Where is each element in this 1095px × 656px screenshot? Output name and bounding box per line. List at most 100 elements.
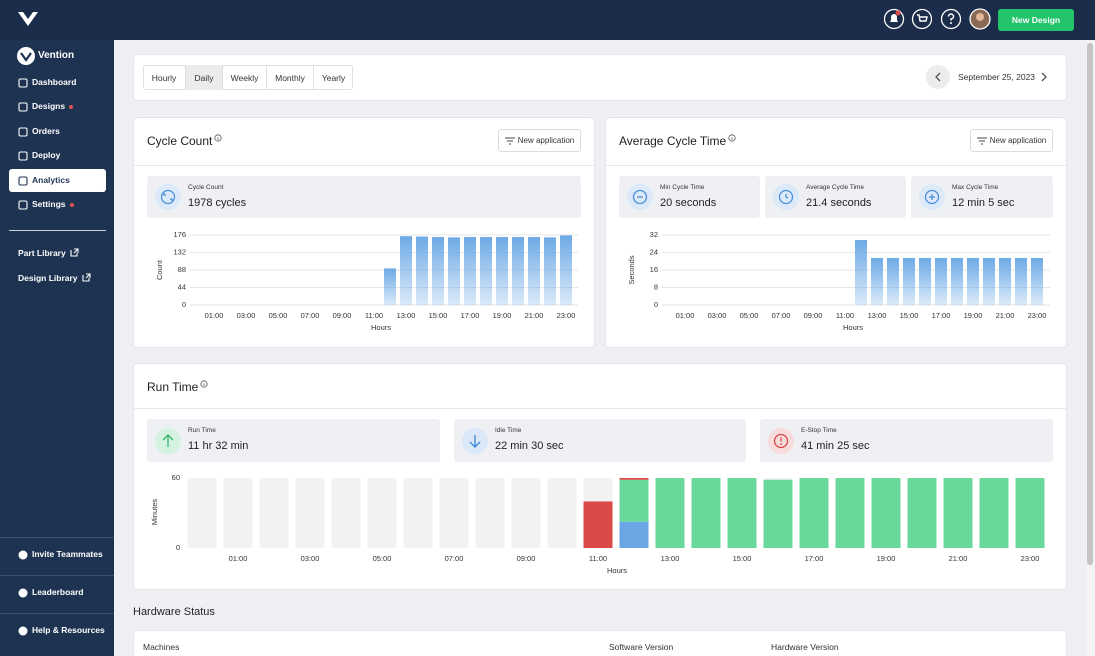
- nav-item[interactable]: Settings: [32, 199, 74, 209]
- button-label: New application: [517, 136, 575, 145]
- card-title-row: Average Cycle Time: [619, 134, 736, 148]
- card: [133, 117, 595, 348]
- footer-icon: [18, 588, 28, 598]
- stat-ring: [773, 433, 789, 448]
- info-icon: [200, 380, 208, 388]
- nav-icon: [18, 151, 28, 161]
- nav-active-bg: [9, 169, 106, 193]
- stat-label: E-Stop Time: [801, 427, 837, 434]
- logo: [18, 12, 38, 26]
- period-tab[interactable]: Weekly: [222, 65, 266, 90]
- arrow: [162, 433, 174, 447]
- brand-v: [20, 52, 32, 62]
- nav-item[interactable]: Orders: [32, 125, 60, 136]
- bang-dot: [780, 442, 782, 445]
- icon-ring: [940, 8, 962, 30]
- stat-icon: [627, 184, 653, 210]
- brand-icon: [17, 47, 35, 65]
- stat-icon: [155, 427, 181, 454]
- filter-icon: [504, 137, 515, 144]
- stat-box: [147, 419, 440, 462]
- stat-value: 41 min 25 sec: [801, 440, 870, 452]
- icon-ring: [883, 8, 905, 30]
- stat-icon: [768, 427, 794, 454]
- stat-box: [760, 419, 1053, 462]
- nav-icon-shape: [18, 78, 28, 88]
- stat-icon-bg: [155, 184, 181, 210]
- fi: [18, 550, 28, 560]
- info-ring: [728, 134, 736, 142]
- info-ring: [200, 380, 208, 388]
- cart: [917, 14, 928, 22]
- arrow: [469, 434, 481, 448]
- stat-ring: [778, 189, 794, 205]
- button-label: New application: [989, 136, 1047, 145]
- brand-circle: [17, 47, 35, 65]
- avatar-face: [976, 13, 984, 21]
- stat-box: [454, 419, 746, 462]
- stat-value: 22 min 30 sec: [495, 440, 564, 452]
- card-divider: [133, 165, 595, 166]
- nav-item[interactable]: Designs: [32, 101, 74, 111]
- stat-label: Average Cycle Time: [806, 184, 865, 191]
- sidebar-link[interactable]: Part Library: [18, 248, 79, 258]
- info-icon: [214, 134, 222, 142]
- stat-value: 20 seconds: [660, 197, 717, 209]
- footer-icon: [18, 626, 28, 636]
- nav-icon-shape: [18, 200, 28, 210]
- nav-icon-shape: [18, 127, 28, 137]
- nav-icon-shape: [18, 151, 28, 161]
- nav-item[interactable]: Analytics: [32, 174, 70, 185]
- stat-box: [147, 176, 581, 218]
- stat-icon: [462, 427, 488, 454]
- divider: [0, 613, 114, 614]
- new-design-button[interactable]: New Design: [998, 9, 1074, 31]
- filter-card: [133, 54, 1067, 101]
- hardware-card: [133, 630, 1067, 656]
- column-header: Hardware Version: [771, 642, 839, 652]
- divider: [0, 537, 114, 538]
- nav-icon-shape: [18, 176, 28, 186]
- stat-label: Min Cycle Time: [660, 184, 705, 191]
- nav-icon: [18, 78, 28, 88]
- chev: [935, 72, 941, 82]
- dot: [950, 22, 952, 24]
- divider: [0, 575, 114, 576]
- tab-group: [143, 65, 353, 90]
- footer-item[interactable]: Help & Resources: [32, 625, 105, 635]
- sidebar-link[interactable]: Design Library: [18, 273, 91, 283]
- period-tab[interactable]: Monthly: [266, 65, 313, 90]
- period-tab[interactable]: Hourly: [151, 72, 177, 83]
- date-label: September 25, 2023: [958, 72, 1036, 82]
- nav-item[interactable]: Deploy: [32, 150, 61, 161]
- stat-ring: [160, 189, 176, 205]
- stat-icon: [155, 184, 181, 210]
- badge: [895, 10, 901, 16]
- prev-date: [926, 65, 950, 89]
- stat-icon: [919, 184, 945, 210]
- ext: [70, 248, 79, 257]
- stat-label: Idle Time: [495, 427, 522, 434]
- top-icon: [940, 8, 962, 30]
- stat-label: Run Time: [188, 427, 216, 434]
- ext: [81, 272, 91, 282]
- footer-item[interactable]: Invite Teammates: [32, 549, 103, 559]
- card: [133, 363, 1067, 590]
- scrollbar: [1086, 40, 1095, 656]
- chev: [1041, 72, 1047, 82]
- help: [947, 13, 955, 21]
- stat-ring: [632, 189, 648, 205]
- card-title: Run Time: [147, 380, 199, 394]
- period-tab[interactable]: Yearly: [313, 65, 353, 90]
- stat-value: 1978 cycles: [188, 197, 247, 209]
- stat-ring: [924, 189, 940, 205]
- nav-icon: [18, 102, 28, 112]
- footer-item[interactable]: Leaderboard: [32, 587, 84, 597]
- top-icon: [883, 8, 905, 30]
- nav-item[interactable]: Dashboard: [32, 77, 77, 87]
- new-application-button[interactable]: New application: [970, 129, 1053, 152]
- period-tab[interactable]: Daily: [185, 65, 222, 90]
- card-title-row: Cycle Count: [147, 134, 222, 148]
- new-application-button[interactable]: New application: [498, 129, 581, 152]
